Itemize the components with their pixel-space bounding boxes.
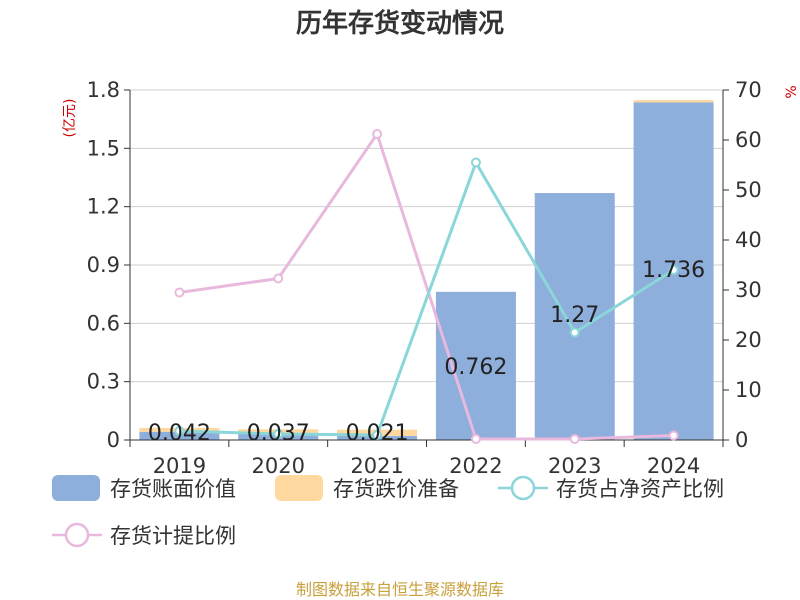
left-tick-label: 1.2 bbox=[87, 195, 120, 219]
right-tick-label: 0 bbox=[735, 428, 748, 452]
series-point bbox=[174, 426, 185, 436]
chart-title: 历年存货变动情况 bbox=[296, 8, 504, 39]
x-tick-label: 2024 bbox=[647, 454, 700, 478]
left-tick-label: 0 bbox=[107, 428, 120, 452]
right-tick-label: 60 bbox=[735, 128, 762, 152]
series-point bbox=[668, 430, 679, 441]
series-point bbox=[174, 287, 185, 298]
bar-value-label: 1.27 bbox=[550, 303, 599, 328]
bar-value-label: 0.042 bbox=[148, 421, 211, 446]
series-point bbox=[569, 327, 580, 338]
bar-value-label: 0.021 bbox=[346, 421, 409, 446]
series-point bbox=[273, 273, 284, 284]
legend-swatch bbox=[275, 475, 323, 501]
right-tick-label: 50 bbox=[735, 178, 762, 202]
source-note: 制图数据来自恒生聚源数据库 bbox=[296, 580, 504, 599]
series-point bbox=[372, 430, 383, 440]
left-tick-label: 0.9 bbox=[87, 253, 120, 277]
series-point bbox=[470, 157, 481, 168]
series-line bbox=[179, 130, 674, 441]
left-tick-label: 1.5 bbox=[87, 136, 120, 160]
gridlines bbox=[130, 89, 723, 441]
bar-impairment bbox=[633, 100, 714, 103]
bar-book-value bbox=[435, 291, 516, 440]
right-tick-label: 10 bbox=[735, 378, 762, 402]
bar-value-label: 1.736 bbox=[642, 258, 705, 283]
bar-group bbox=[139, 100, 714, 440]
series-line bbox=[179, 158, 675, 437]
x-tick-label: 2022 bbox=[449, 454, 502, 478]
legend-swatch bbox=[52, 475, 100, 501]
legend-marker bbox=[64, 522, 90, 548]
legend-label: 存货跌价准备 bbox=[333, 477, 459, 501]
right-tick-label: 20 bbox=[735, 328, 762, 352]
series-point bbox=[372, 129, 383, 139]
bar-value-label: 0.037 bbox=[247, 421, 310, 446]
left-tick-label: 1.8 bbox=[87, 78, 120, 102]
legend-label: 存货账面价值 bbox=[110, 477, 236, 501]
legend-label: 存货占净资产比例 bbox=[556, 477, 724, 501]
data-labels: 0.042 0.037 0.021 0.762 1.27 1.736 bbox=[148, 258, 705, 446]
series-point bbox=[470, 434, 481, 444]
x-tick-label: 2020 bbox=[252, 454, 305, 478]
series-point bbox=[273, 429, 284, 439]
x-tick-label: 2023 bbox=[548, 454, 601, 478]
bar-value-label: 0.762 bbox=[444, 355, 507, 380]
right-axis-unit: % bbox=[784, 85, 800, 98]
right-tick-label: 40 bbox=[735, 228, 762, 252]
right-tick-label: 30 bbox=[735, 278, 762, 302]
axes: 0 0.3 0.6 0.9 1.2 1.5 1.8 0 10 20 30 40 50 60 70 2019 20… bbox=[87, 78, 762, 478]
line-group bbox=[174, 129, 679, 444]
left-tick-label: 0.3 bbox=[87, 370, 120, 394]
legend-label: 存货计提比例 bbox=[110, 524, 236, 548]
x-tick-label: 2021 bbox=[350, 454, 403, 478]
x-tick-label: 2019 bbox=[153, 454, 206, 478]
left-axis-unit: (亿元) bbox=[62, 99, 78, 138]
series-point bbox=[569, 434, 580, 444]
right-tick-label: 70 bbox=[735, 78, 762, 102]
left-tick-label: 0.6 bbox=[87, 311, 120, 335]
legend-marker bbox=[510, 475, 536, 501]
series-point bbox=[668, 265, 679, 275]
